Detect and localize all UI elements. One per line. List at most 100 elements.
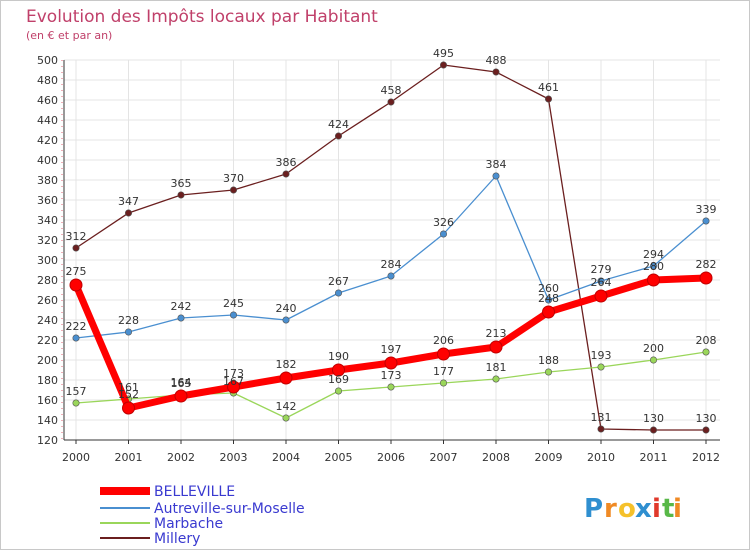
data-point: [649, 356, 657, 364]
logo-letter: i: [673, 494, 682, 524]
data-label: 424: [328, 118, 349, 131]
data-label: 181: [486, 361, 507, 374]
data-point: [439, 379, 447, 387]
data-label: 284: [381, 258, 402, 271]
x-tick-label: 2010: [587, 451, 615, 464]
data-point: [230, 311, 238, 319]
data-label: 294: [643, 248, 664, 261]
data-label: 169: [328, 373, 349, 386]
data-label: 228: [118, 314, 139, 327]
data-point: [542, 305, 555, 319]
data-label: 130: [643, 412, 664, 425]
data-label: 131: [591, 411, 612, 424]
data-point: [282, 414, 290, 422]
data-point: [437, 347, 450, 361]
data-point: [227, 380, 240, 394]
data-label: 384: [486, 158, 507, 171]
y-tick-label: 140: [37, 414, 58, 427]
data-point: [647, 273, 660, 287]
y-tick-label: 340: [37, 214, 58, 227]
data-label: 222: [66, 320, 87, 333]
data-point: [387, 272, 395, 280]
data-point: [282, 316, 290, 324]
data-label: 188: [538, 354, 559, 367]
logo-letter: i: [652, 494, 661, 524]
data-label: 152: [118, 388, 139, 401]
data-point: [544, 368, 552, 376]
y-tick-label: 500: [37, 54, 58, 67]
data-point: [489, 340, 503, 354]
data-label: 213: [486, 327, 507, 340]
x-tick-label: 2009: [535, 451, 563, 464]
data-point: [334, 132, 342, 140]
y-tick-label: 320: [37, 234, 58, 247]
data-point: [69, 278, 83, 292]
y-tick-label: 480: [37, 74, 58, 87]
data-point: [332, 363, 345, 377]
data-label: 200: [643, 342, 664, 355]
y-tick-label: 180: [37, 374, 58, 387]
y-tick-label: 260: [37, 294, 58, 307]
chart-subtitle: (en € et par an): [26, 29, 112, 42]
logo-letter: o: [618, 494, 636, 524]
data-point: [699, 271, 713, 285]
data-point: [279, 371, 293, 385]
data-point: [544, 95, 552, 103]
data-point: [544, 296, 552, 304]
data-label: 279: [591, 263, 612, 276]
data-label: 264: [591, 276, 612, 289]
legend-label: BELLEVILLE: [154, 484, 235, 500]
data-label: 312: [66, 230, 87, 243]
x-tick-label: 2004: [272, 451, 300, 464]
x-tick-label: 2003: [220, 451, 248, 464]
y-tick-label: 380: [37, 174, 58, 187]
data-point: [439, 61, 447, 69]
data-label: 206: [433, 334, 454, 347]
gridlines: [64, 59, 720, 441]
data-label: 157: [66, 385, 87, 398]
data-label: 240: [276, 302, 297, 315]
legend-label: Marbache: [154, 516, 223, 532]
data-label: 164: [171, 376, 192, 389]
data-label: 488: [486, 54, 507, 67]
logo-letter: P: [584, 494, 603, 524]
data-label: 275: [66, 265, 87, 278]
x-tick-label: 2011: [640, 451, 668, 464]
data-point: [72, 399, 80, 407]
legend-label: Autreville-sur-Moselle: [154, 501, 305, 517]
data-label: 326: [433, 216, 454, 229]
data-label: 197: [381, 343, 402, 356]
data-label: 386: [276, 156, 297, 169]
data-point: [492, 375, 500, 383]
data-label: 347: [118, 195, 139, 208]
y-tick-label: 460: [37, 94, 58, 107]
data-label: 177: [433, 365, 454, 378]
logo-letter: x: [635, 494, 652, 524]
data-label: 370: [223, 172, 244, 185]
y-tick-label: 360: [37, 194, 58, 207]
data-point: [230, 186, 238, 194]
data-point: [122, 401, 135, 415]
data-label: 190: [328, 350, 349, 363]
y-tick-label: 280: [37, 274, 58, 287]
data-label: 495: [433, 47, 454, 60]
data-label: 248: [538, 292, 559, 305]
y-tick-label: 420: [37, 134, 58, 147]
data-point: [334, 289, 342, 297]
x-tick-label: 2008: [482, 451, 510, 464]
data-point: [597, 425, 605, 433]
data-point: [439, 230, 447, 238]
data-point: [72, 244, 80, 252]
data-point: [387, 383, 395, 391]
data-point: [125, 328, 133, 336]
data-point: [492, 68, 500, 76]
data-point: [702, 217, 710, 225]
logo-letter: r: [604, 494, 617, 524]
data-label: 242: [171, 300, 192, 313]
y-tick-label: 300: [37, 254, 58, 267]
data-label: 208: [696, 334, 717, 347]
y-tick-label: 220: [37, 334, 58, 347]
data-label: 280: [643, 260, 664, 273]
